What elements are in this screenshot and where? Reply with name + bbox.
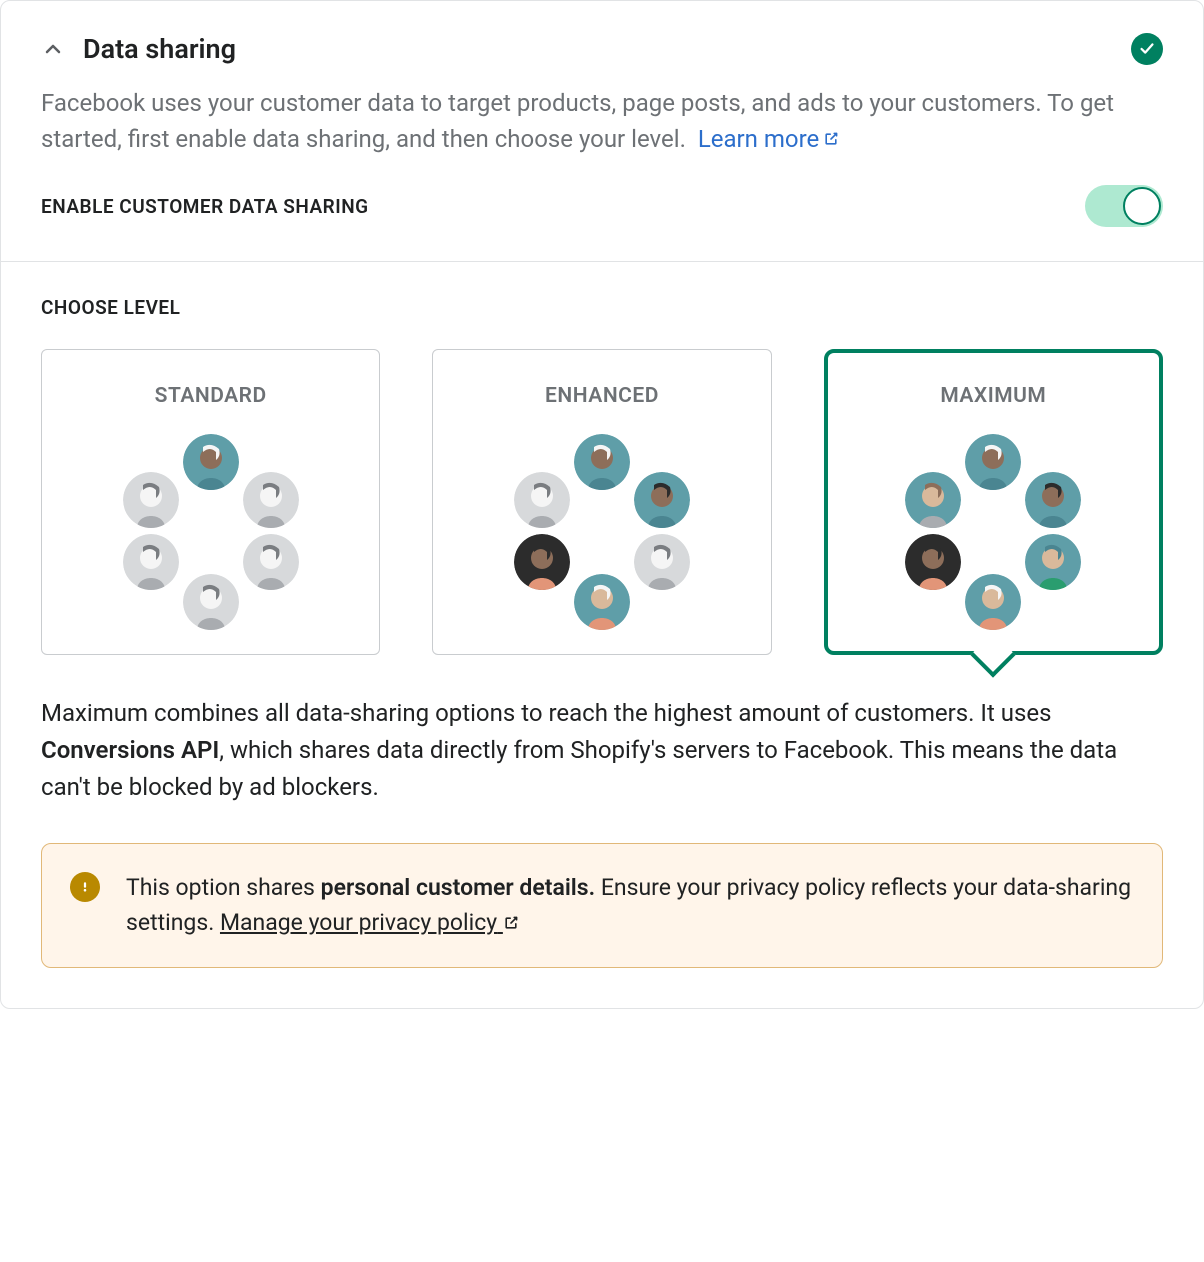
external-link-icon <box>823 121 839 157</box>
avatar-cluster <box>893 434 1093 624</box>
avatar-icon <box>183 574 239 630</box>
collapse-chevron-icon[interactable] <box>41 37 65 61</box>
level-title: ENHANCED <box>443 384 760 408</box>
avatar-icon <box>634 534 690 590</box>
desc-pre: Maximum combines all data-sharing option… <box>41 699 1052 727</box>
avatar-icon <box>514 534 570 590</box>
enable-toggle-label: ENABLE CUSTOMER DATA SHARING <box>41 195 369 218</box>
avatar-cluster <box>502 434 702 624</box>
level-title: STANDARD <box>52 384 369 408</box>
level-card-enhanced[interactable]: ENHANCED <box>432 349 771 655</box>
toggle-knob <box>1123 187 1161 225</box>
avatar-icon <box>1025 534 1081 590</box>
section-header: Data sharing <box>1 1 1203 85</box>
description-text: Facebook uses your customer data to targ… <box>41 89 1114 153</box>
level-cards-row: STANDARD ENHANCED <box>41 349 1163 655</box>
section-description: Facebook uses your customer data to targ… <box>1 85 1203 185</box>
avatar-icon <box>514 472 570 528</box>
desc-bold: Conversions API <box>41 736 219 764</box>
warning-text: This option shares personal customer det… <box>126 870 1134 941</box>
avatar-icon <box>574 434 630 490</box>
avatar-icon <box>243 534 299 590</box>
avatar-icon <box>1025 472 1081 528</box>
avatar-icon <box>123 534 179 590</box>
level-card-maximum[interactable]: MAXIMUM <box>824 349 1163 655</box>
avatar-icon <box>123 472 179 528</box>
enable-toggle[interactable] <box>1085 185 1163 227</box>
learn-more-link[interactable]: Learn more <box>698 125 839 153</box>
avatar-icon <box>965 574 1021 630</box>
enable-toggle-row: ENABLE CUSTOMER DATA SHARING <box>1 185 1203 261</box>
level-title: MAXIMUM <box>835 384 1152 408</box>
avatar-icon <box>243 472 299 528</box>
warning-banner: This option shares personal customer det… <box>41 843 1163 968</box>
level-card-standard[interactable]: STANDARD <box>41 349 380 655</box>
avatar-icon <box>905 534 961 590</box>
avatar-icon <box>183 434 239 490</box>
choose-level-section: CHOOSE LEVEL STANDARD ENHANCED <box>1 262 1203 1008</box>
avatar-icon <box>965 434 1021 490</box>
avatar-icon <box>634 472 690 528</box>
avatar-icon <box>905 472 961 528</box>
avatar-cluster <box>111 434 311 624</box>
selected-level-description: Maximum combines all data-sharing option… <box>41 695 1163 807</box>
choose-level-label: CHOOSE LEVEL <box>41 296 1163 319</box>
status-check-icon <box>1131 33 1163 65</box>
section-title: Data sharing <box>83 33 1131 65</box>
avatar-icon <box>574 574 630 630</box>
manage-privacy-link[interactable]: Manage your privacy policy <box>220 909 519 936</box>
warning-icon <box>70 872 100 902</box>
data-sharing-card: Data sharing Facebook uses your customer… <box>0 0 1204 1009</box>
